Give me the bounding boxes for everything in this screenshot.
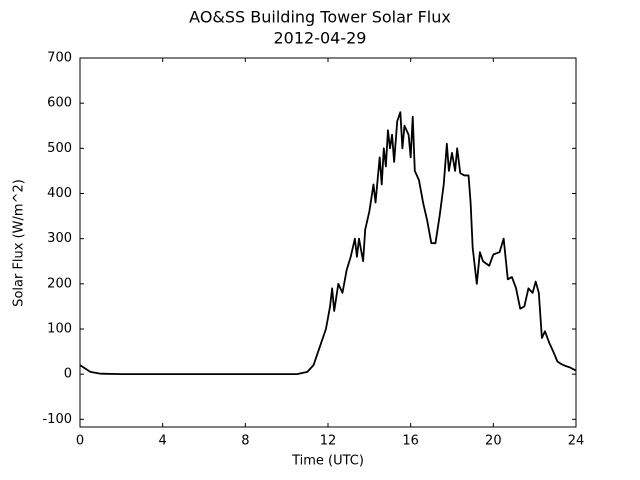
x-tick-label: 8: [241, 434, 249, 449]
y-tick-label: 600: [47, 96, 72, 111]
data-line: [79, 111, 577, 376]
x-tick-label: 0: [76, 434, 84, 449]
x-tick-label: 4: [159, 434, 167, 449]
x-tick-label: 16: [402, 434, 419, 449]
y-tick-label: 200: [47, 276, 72, 291]
y-tick-label: 700: [47, 51, 72, 66]
y-tick-label: 300: [47, 231, 72, 246]
y-tick-label: 100: [47, 321, 72, 336]
x-axis-label: Time (UTC): [291, 454, 364, 469]
x-tick-label: 12: [320, 434, 337, 449]
chart-title: AO&SS Building Tower Solar Flux: [189, 8, 451, 27]
y-tick-label: 400: [47, 186, 72, 201]
x-tick-label: 24: [568, 434, 585, 449]
y-tick-label: -100: [42, 412, 72, 427]
y-tick-label: 0: [64, 367, 72, 382]
x-tick-label: 20: [485, 434, 502, 449]
y-axis-label: Solar Flux (W/m^2): [12, 179, 27, 307]
chart-subtitle: 2012-04-29: [274, 29, 367, 48]
y-tick-label: 500: [47, 141, 72, 156]
